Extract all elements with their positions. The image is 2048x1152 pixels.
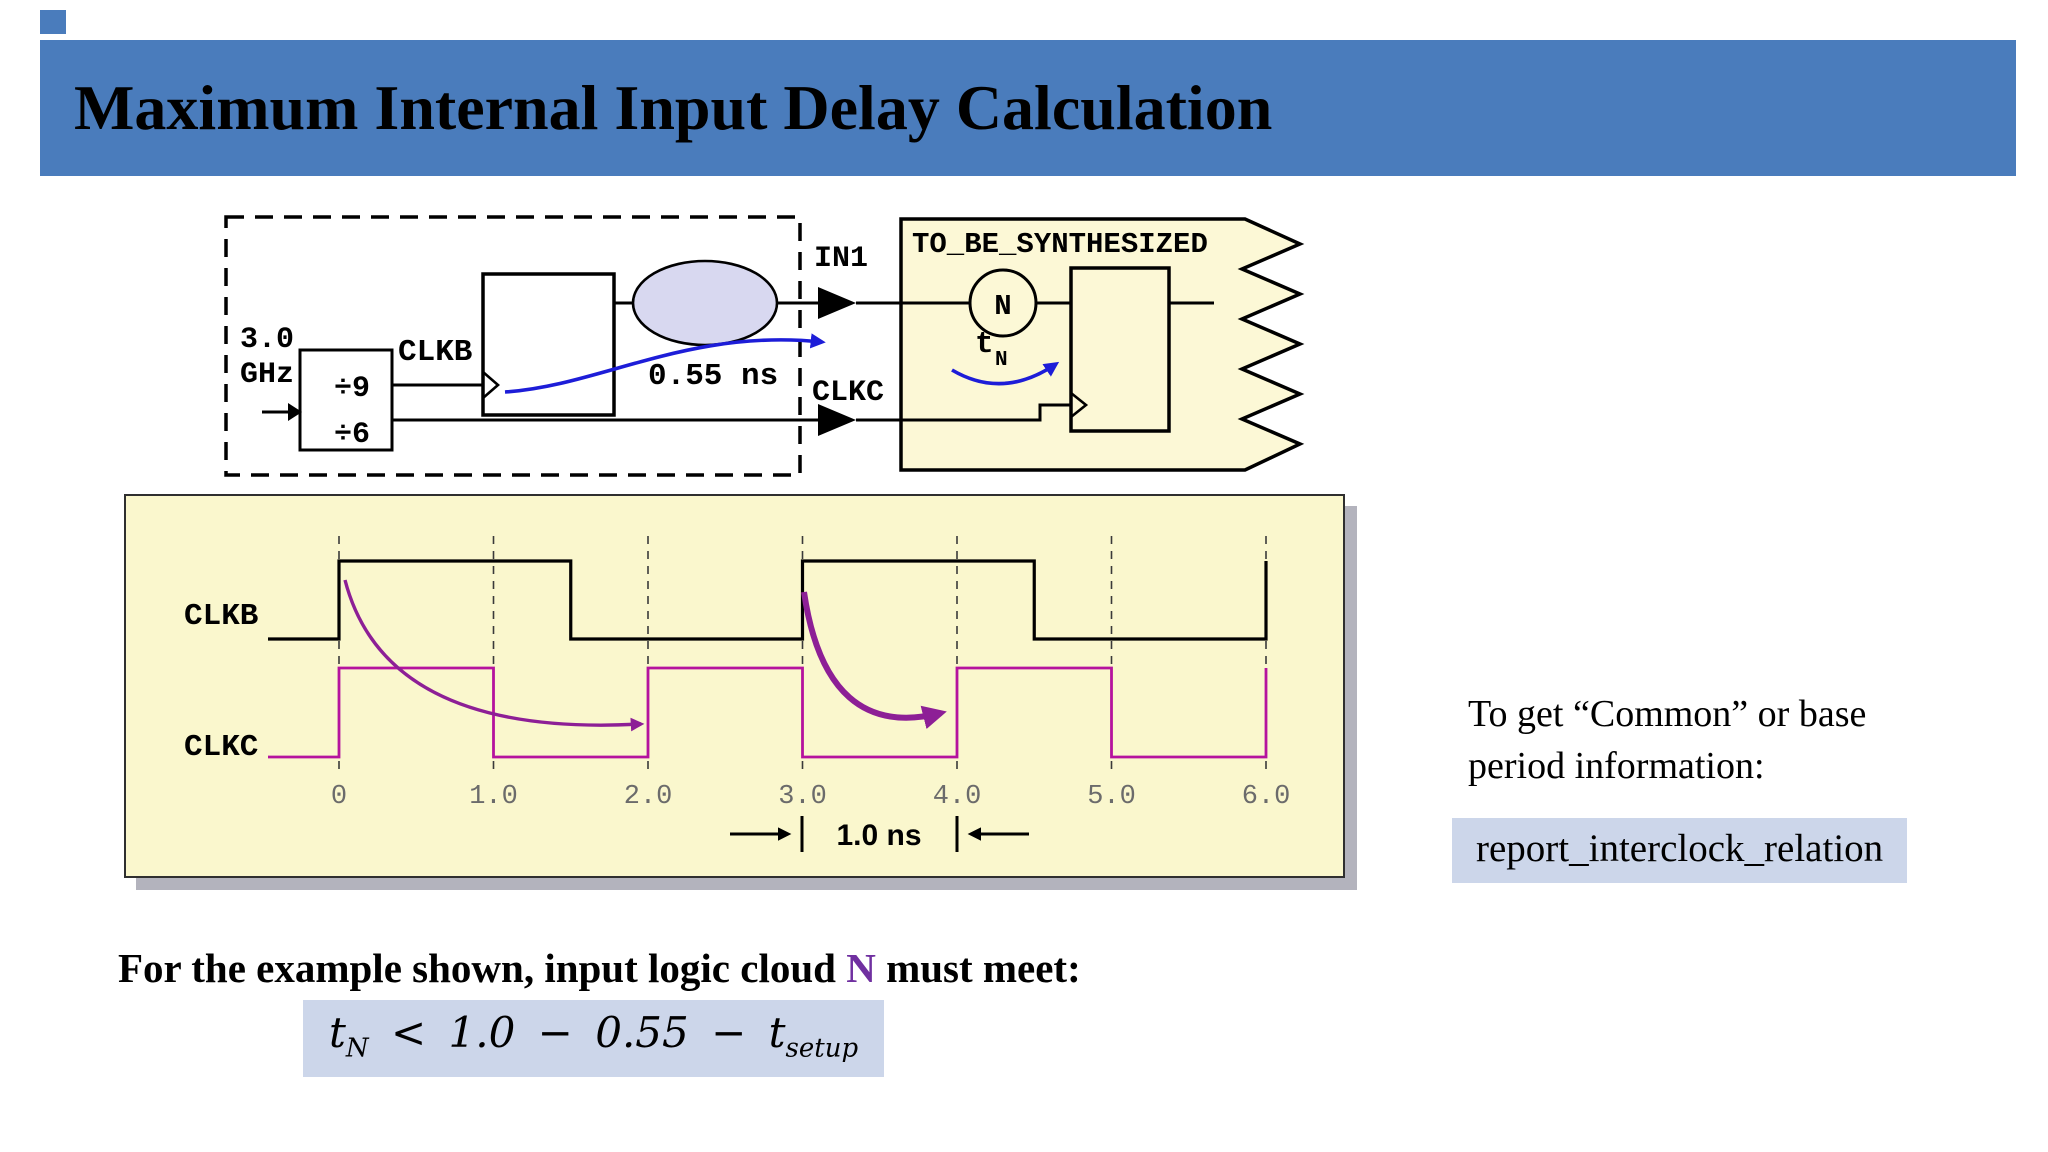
tn-label: t [975, 327, 994, 362]
synth-block-outline [899, 217, 1305, 472]
requirement-text: For the example shown, input logic cloud… [118, 944, 1081, 992]
tick-label: 0 [331, 782, 347, 812]
circuit-diagram: TO_BE_SYNTHESIZED 3.0 GHz ÷9 ÷6 CLKB IN1… [224, 215, 1305, 477]
clock-latency-arrow-icon [504, 333, 826, 394]
command-highlight: report_interclock_relation [1452, 818, 1908, 883]
side-note-line2: period information: [1468, 745, 1765, 788]
synth-block-title: TO_BE_SYNTHESIZED [912, 228, 1208, 261]
relation-arrow-1-icon [343, 579, 645, 732]
formula-t1: t [329, 1008, 346, 1057]
register-box [1069, 266, 1171, 433]
slide-title: Maximum Internal Input Delay Calculation [74, 72, 1273, 143]
tn-delay-arrow-icon [951, 361, 1060, 386]
div9-label: ÷9 [334, 372, 370, 406]
tick-label: 1.0 [469, 782, 518, 812]
waveform-clkb [268, 559, 1268, 641]
clock-divider-box [298, 348, 394, 452]
time-grid: 0 1.0 2.0 3.0 4.0 5.0 6.0 [331, 536, 1290, 812]
waveforms [268, 559, 1268, 759]
clock-gen-boundary [224, 215, 802, 477]
freq-label-line2: GHz [240, 358, 294, 392]
requirement-prefix: For the example shown, input logic cloud [118, 945, 847, 991]
side-note: To get “Common” or base period informati… [1468, 688, 1988, 793]
timing-diagram: 0 1.0 2.0 3.0 4.0 5.0 6.0 CLKB CLKC 1.0 ns [184, 536, 1290, 852]
title-banner: Maximum Internal Input Delay Calculation [40, 40, 2016, 176]
tick-label: 2.0 [624, 782, 673, 812]
tick-label: 6.0 [1242, 782, 1291, 812]
requirement-suffix: must meet: [875, 945, 1081, 991]
period-measure: 1.0 ns [730, 816, 1029, 852]
cloud-n-ref: N [846, 945, 876, 991]
freq-label-line1: 3.0 [240, 323, 294, 357]
divider-input-arrow-icon [288, 403, 302, 421]
waveform-clkc [268, 666, 1268, 759]
tick-label: 4.0 [933, 782, 982, 812]
tick-label: 3.0 [778, 782, 827, 812]
logic-cloud-label: N [994, 290, 1011, 323]
clkb-label: CLKB [398, 335, 472, 370]
delay-value-label: 0.55 ns [648, 359, 778, 394]
div6-label: ÷6 [334, 418, 370, 452]
register-clock-pin-icon [1070, 391, 1089, 419]
formula-box: tN < 1.0 − 0.55 − tsetup [303, 1000, 885, 1078]
formula-middle: < 1.0 − 0.55 − [368, 1008, 769, 1057]
clkb-wave-label: CLKB [184, 599, 258, 634]
flipflop-box [481, 272, 616, 417]
tick-label: 5.0 [1087, 782, 1136, 812]
clkc-label: CLKC [812, 376, 884, 410]
corner-accent [40, 10, 66, 34]
relation-arrow-2-icon [801, 591, 947, 730]
tn-sub-label: N [995, 349, 1008, 372]
formula-t2: t [768, 1008, 786, 1057]
formula-t2-sub: setup [785, 1033, 859, 1064]
side-note-line1: To get “Common” or base [1468, 693, 1867, 735]
timing-panel: 0 1.0 2.0 3.0 4.0 5.0 6.0 CLKB CLKC 1.0 ns [124, 494, 1345, 878]
delay-cloud-ellipse [631, 259, 779, 347]
formula-t1-sub: N [345, 1033, 369, 1064]
period-label: 1.0 ns [836, 819, 921, 852]
flipflop-clock-pin-icon [482, 371, 500, 399]
clkc-port-arrow-icon [818, 404, 856, 436]
in1-label: IN1 [814, 242, 868, 276]
in1-port-arrow-icon [818, 287, 856, 319]
clkc-wave-label: CLKC [184, 730, 258, 765]
clkc-to-register-wire [856, 403, 1071, 422]
